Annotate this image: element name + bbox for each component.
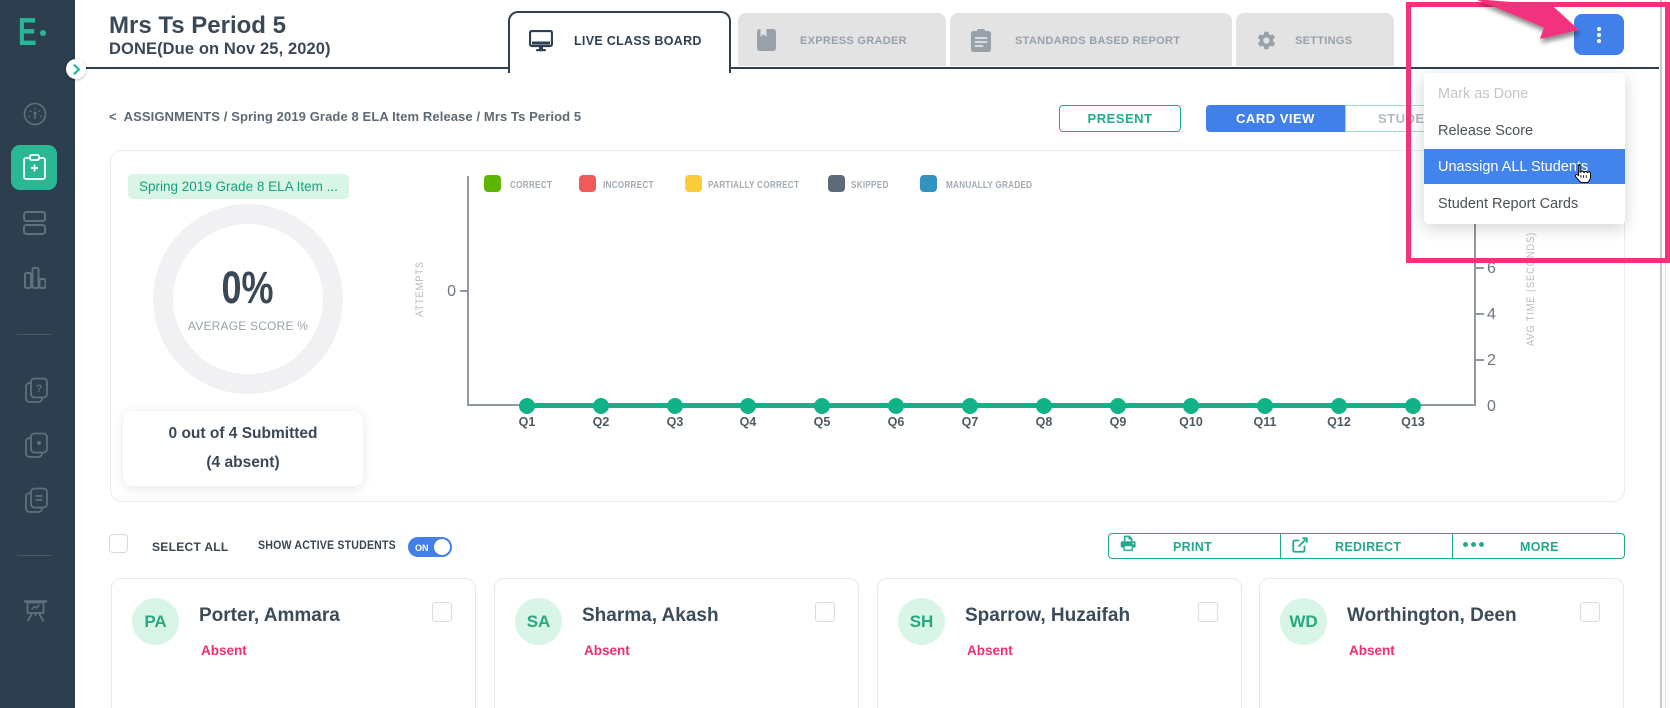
svg-text:?: ? (36, 383, 43, 395)
